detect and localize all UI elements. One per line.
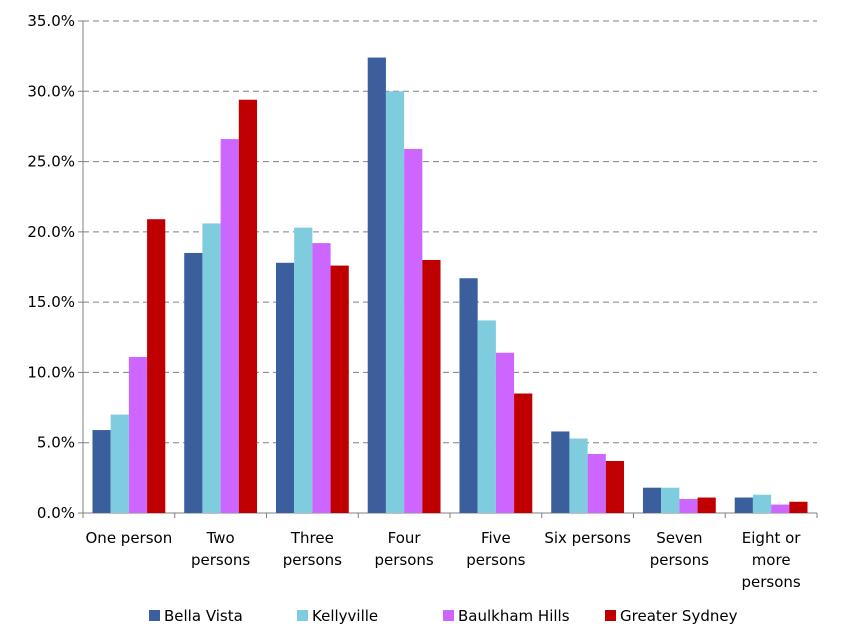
bar-bella-vista	[551, 431, 570, 513]
x-tick-label-line: persons	[650, 551, 709, 569]
y-tick-label: 10.0%	[27, 363, 75, 381]
legend-label: Bella Vista	[164, 607, 243, 625]
legend-label: Kellyville	[312, 607, 378, 625]
bar-bella-vista	[184, 252, 203, 513]
bar-baulkham-hills	[771, 504, 790, 513]
x-tick-label-line: persons	[375, 551, 434, 569]
x-tick-label: Two persons	[191, 529, 250, 569]
bar-greater-sydney	[789, 501, 808, 513]
x-tick-label: Eight or more persons	[742, 529, 802, 591]
y-tick-label: 25.0%	[27, 153, 75, 171]
bar-baulkham-hills	[587, 453, 606, 513]
bar-bella-vista	[734, 497, 753, 513]
x-tick-label-line: Five	[481, 529, 511, 547]
legend-swatch	[149, 610, 160, 621]
bar-bella-vista	[642, 487, 662, 513]
bars	[92, 57, 808, 514]
bar-kellyville	[294, 227, 313, 513]
legend-swatch	[297, 610, 308, 621]
x-tick-label-line: more	[752, 551, 791, 569]
legend-swatch	[605, 610, 616, 621]
bar-baulkham-hills	[679, 498, 698, 513]
bar-kellyville	[569, 438, 588, 513]
x-tick-label-line: persons	[283, 551, 342, 569]
y-tick-label: 30.0%	[27, 82, 75, 100]
bar-baulkham-hills	[220, 139, 239, 513]
x-tick-label: Three persons	[283, 529, 342, 569]
bar-greater-sydney	[147, 219, 166, 513]
x-tick-label: One person	[86, 529, 173, 547]
x-tick-label: Six persons	[544, 529, 631, 547]
x-tick-label-line: Six persons	[544, 529, 631, 547]
bar-bella-vista	[275, 262, 295, 513]
legend-swatch	[443, 610, 454, 621]
x-tick-label: Seven persons	[650, 529, 709, 569]
x-tick-label-line: persons	[191, 551, 250, 569]
bar-greater-sydney	[238, 99, 258, 513]
bar-kellyville	[477, 320, 496, 513]
bar-kellyville	[661, 487, 680, 513]
x-tick-label-line: persons	[466, 551, 525, 569]
y-tick-label: 0.0%	[37, 504, 75, 522]
x-tick-label: Five persons	[466, 529, 525, 569]
x-tick-label-line: Seven	[656, 529, 702, 547]
legend-label: Baulkham Hills	[458, 607, 570, 625]
bar-greater-sydney	[422, 259, 441, 513]
bar-baulkham-hills	[495, 352, 515, 513]
bar-baulkham-hills	[312, 243, 331, 514]
y-tick-label: 15.0%	[27, 293, 75, 311]
bar-bella-vista	[459, 278, 478, 513]
x-tick-label-line: Eight or	[742, 529, 802, 547]
x-tick-label-line: Two	[206, 529, 235, 547]
bar-greater-sydney	[330, 265, 349, 513]
y-tick-label: 5.0%	[37, 434, 75, 452]
legend-label: Greater Sydney	[620, 607, 738, 625]
bar-kellyville	[202, 223, 221, 513]
x-tick-label-line: One person	[86, 529, 173, 547]
x-tick-label-line: Four	[388, 529, 422, 547]
bar-greater-sydney	[697, 497, 716, 513]
bar-kellyville	[385, 91, 405, 514]
x-tick-label-line: persons	[742, 573, 801, 591]
bar-kellyville	[752, 494, 772, 513]
bar-bella-vista	[92, 430, 111, 513]
bar-kellyville	[110, 414, 129, 513]
legend: Bella Vista Kellyville Baulkham Hills Great…	[149, 607, 738, 625]
y-tick-label: 20.0%	[27, 223, 75, 241]
x-tick-label-line: Three	[290, 529, 334, 547]
bar-baulkham-hills	[128, 356, 148, 513]
bar-baulkham-hills	[404, 148, 423, 514]
bar-bella-vista	[367, 57, 386, 513]
y-tick-label: 35.0%	[27, 12, 75, 30]
bar-greater-sydney	[514, 393, 533, 513]
x-tick-label: Four persons	[375, 529, 434, 569]
bar-greater-sydney	[605, 460, 625, 513]
